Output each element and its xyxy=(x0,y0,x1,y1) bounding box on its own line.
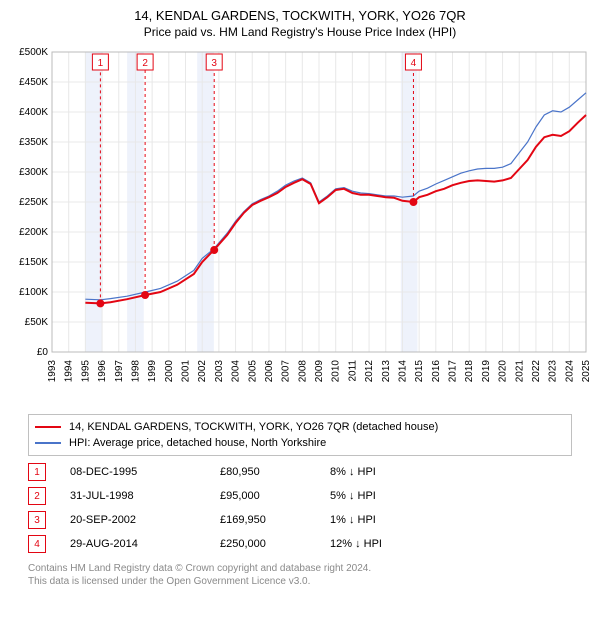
svg-text:2005: 2005 xyxy=(247,360,258,383)
transaction-price: £250,000 xyxy=(220,538,330,550)
svg-text:2015: 2015 xyxy=(414,360,425,383)
svg-text:1998: 1998 xyxy=(130,360,141,383)
transaction-price: £95,000 xyxy=(220,490,330,502)
legend-row-red: 14, KENDAL GARDENS, TOCKWITH, YORK, YO26… xyxy=(35,419,565,435)
transaction-date: 31-JUL-1998 xyxy=(70,490,220,502)
svg-text:2007: 2007 xyxy=(281,360,292,383)
transaction-badge: 2 xyxy=(28,487,46,505)
svg-text:2024: 2024 xyxy=(564,360,575,383)
chart: £0 £50K £100K £150K £200K £250K £300K £350K £400… xyxy=(8,46,592,408)
transaction-hpi: 1% ↓ HPI xyxy=(330,514,450,526)
transaction-price: £169,950 xyxy=(220,514,330,526)
svg-text:2014: 2014 xyxy=(397,360,408,383)
transaction-row: 4 29-AUG-2014£250,00012% ↓ HPI xyxy=(28,532,572,556)
svg-text:1996: 1996 xyxy=(97,360,108,383)
transaction-row: 2 31-JUL-1998£95,0005% ↓ HPI xyxy=(28,484,572,508)
transaction-hpi: 8% ↓ HPI xyxy=(330,466,450,478)
svg-text:1: 1 xyxy=(98,58,104,69)
svg-text:2022: 2022 xyxy=(531,360,542,383)
transaction-date: 29-AUG-2014 xyxy=(70,538,220,550)
svg-text:2010: 2010 xyxy=(331,360,342,383)
footer-line-1: Contains HM Land Registry data © Crown c… xyxy=(28,562,572,575)
svg-text:1999: 1999 xyxy=(147,360,158,383)
title-sub: Price paid vs. HM Land Registry's House … xyxy=(0,23,600,39)
svg-text:1995: 1995 xyxy=(80,360,91,383)
legend-box: 14, KENDAL GARDENS, TOCKWITH, YORK, YO26… xyxy=(28,414,572,456)
svg-text:2020: 2020 xyxy=(498,360,509,383)
svg-text:2016: 2016 xyxy=(431,360,442,383)
svg-text:2004: 2004 xyxy=(231,360,242,383)
svg-text:2013: 2013 xyxy=(381,360,392,383)
svg-text:£100K: £100K xyxy=(19,287,48,298)
svg-text:2: 2 xyxy=(142,58,148,69)
svg-text:£450K: £450K xyxy=(19,77,48,88)
footer: Contains HM Land Registry data © Crown c… xyxy=(28,562,572,588)
svg-text:2018: 2018 xyxy=(464,360,475,383)
svg-text:2017: 2017 xyxy=(448,360,459,383)
svg-text:£200K: £200K xyxy=(19,227,48,238)
svg-text:3: 3 xyxy=(211,58,217,69)
svg-text:2001: 2001 xyxy=(181,360,192,383)
svg-text:£250K: £250K xyxy=(19,197,48,208)
svg-text:4: 4 xyxy=(411,58,417,69)
svg-text:2006: 2006 xyxy=(264,360,275,383)
transaction-hpi: 5% ↓ HPI xyxy=(330,490,450,502)
svg-text:2011: 2011 xyxy=(347,360,358,382)
legend-swatch-red xyxy=(35,426,61,428)
transaction-date: 20-SEP-2002 xyxy=(70,514,220,526)
svg-text:£500K: £500K xyxy=(19,47,48,58)
legend-row-blue: HPI: Average price, detached house, Nort… xyxy=(35,435,565,451)
chart-svg: £0 £50K £100K £150K £200K £250K £300K £350K £400… xyxy=(8,46,592,408)
svg-text:2002: 2002 xyxy=(197,360,208,383)
transaction-badge: 3 xyxy=(28,511,46,529)
transaction-price: £80,950 xyxy=(220,466,330,478)
footer-line-2: This data is licensed under the Open Gov… xyxy=(28,575,572,588)
svg-text:2023: 2023 xyxy=(548,360,559,383)
svg-text:1994: 1994 xyxy=(64,360,75,383)
transaction-date: 08-DEC-1995 xyxy=(70,466,220,478)
svg-text:£300K: £300K xyxy=(19,167,48,178)
transaction-row: 1 08-DEC-1995£80,9508% ↓ HPI xyxy=(28,460,572,484)
svg-text:1997: 1997 xyxy=(114,360,125,383)
svg-text:£50K: £50K xyxy=(25,317,49,328)
svg-text:2003: 2003 xyxy=(214,360,225,383)
transaction-badge: 4 xyxy=(28,535,46,553)
transaction-hpi: 12% ↓ HPI xyxy=(330,538,450,550)
transactions-table: 108-DEC-1995£80,9508% ↓ HPI231-JUL-1998£… xyxy=(28,460,572,556)
svg-text:2008: 2008 xyxy=(297,360,308,383)
svg-text:£150K: £150K xyxy=(19,257,48,268)
svg-text:2025: 2025 xyxy=(581,360,592,383)
svg-text:2019: 2019 xyxy=(481,360,492,383)
svg-text:2021: 2021 xyxy=(514,360,525,383)
svg-text:1993: 1993 xyxy=(47,360,58,383)
svg-text:£350K: £350K xyxy=(19,137,48,148)
transaction-row: 3 20-SEP-2002£169,9501% ↓ HPI xyxy=(28,508,572,532)
title-main: 14, KENDAL GARDENS, TOCKWITH, YORK, YO26… xyxy=(0,0,600,23)
svg-text:£400K: £400K xyxy=(19,107,48,118)
svg-text:£0: £0 xyxy=(37,347,49,358)
legend-label-blue: HPI: Average price, detached house, Nort… xyxy=(69,437,326,449)
legend-swatch-blue xyxy=(35,442,61,444)
svg-text:2009: 2009 xyxy=(314,360,325,383)
svg-text:2000: 2000 xyxy=(164,360,175,383)
svg-text:2012: 2012 xyxy=(364,360,375,383)
page-root: 14, KENDAL GARDENS, TOCKWITH, YORK, YO26… xyxy=(0,0,600,620)
legend-label-red: 14, KENDAL GARDENS, TOCKWITH, YORK, YO26… xyxy=(69,421,438,433)
transaction-badge: 1 xyxy=(28,463,46,481)
